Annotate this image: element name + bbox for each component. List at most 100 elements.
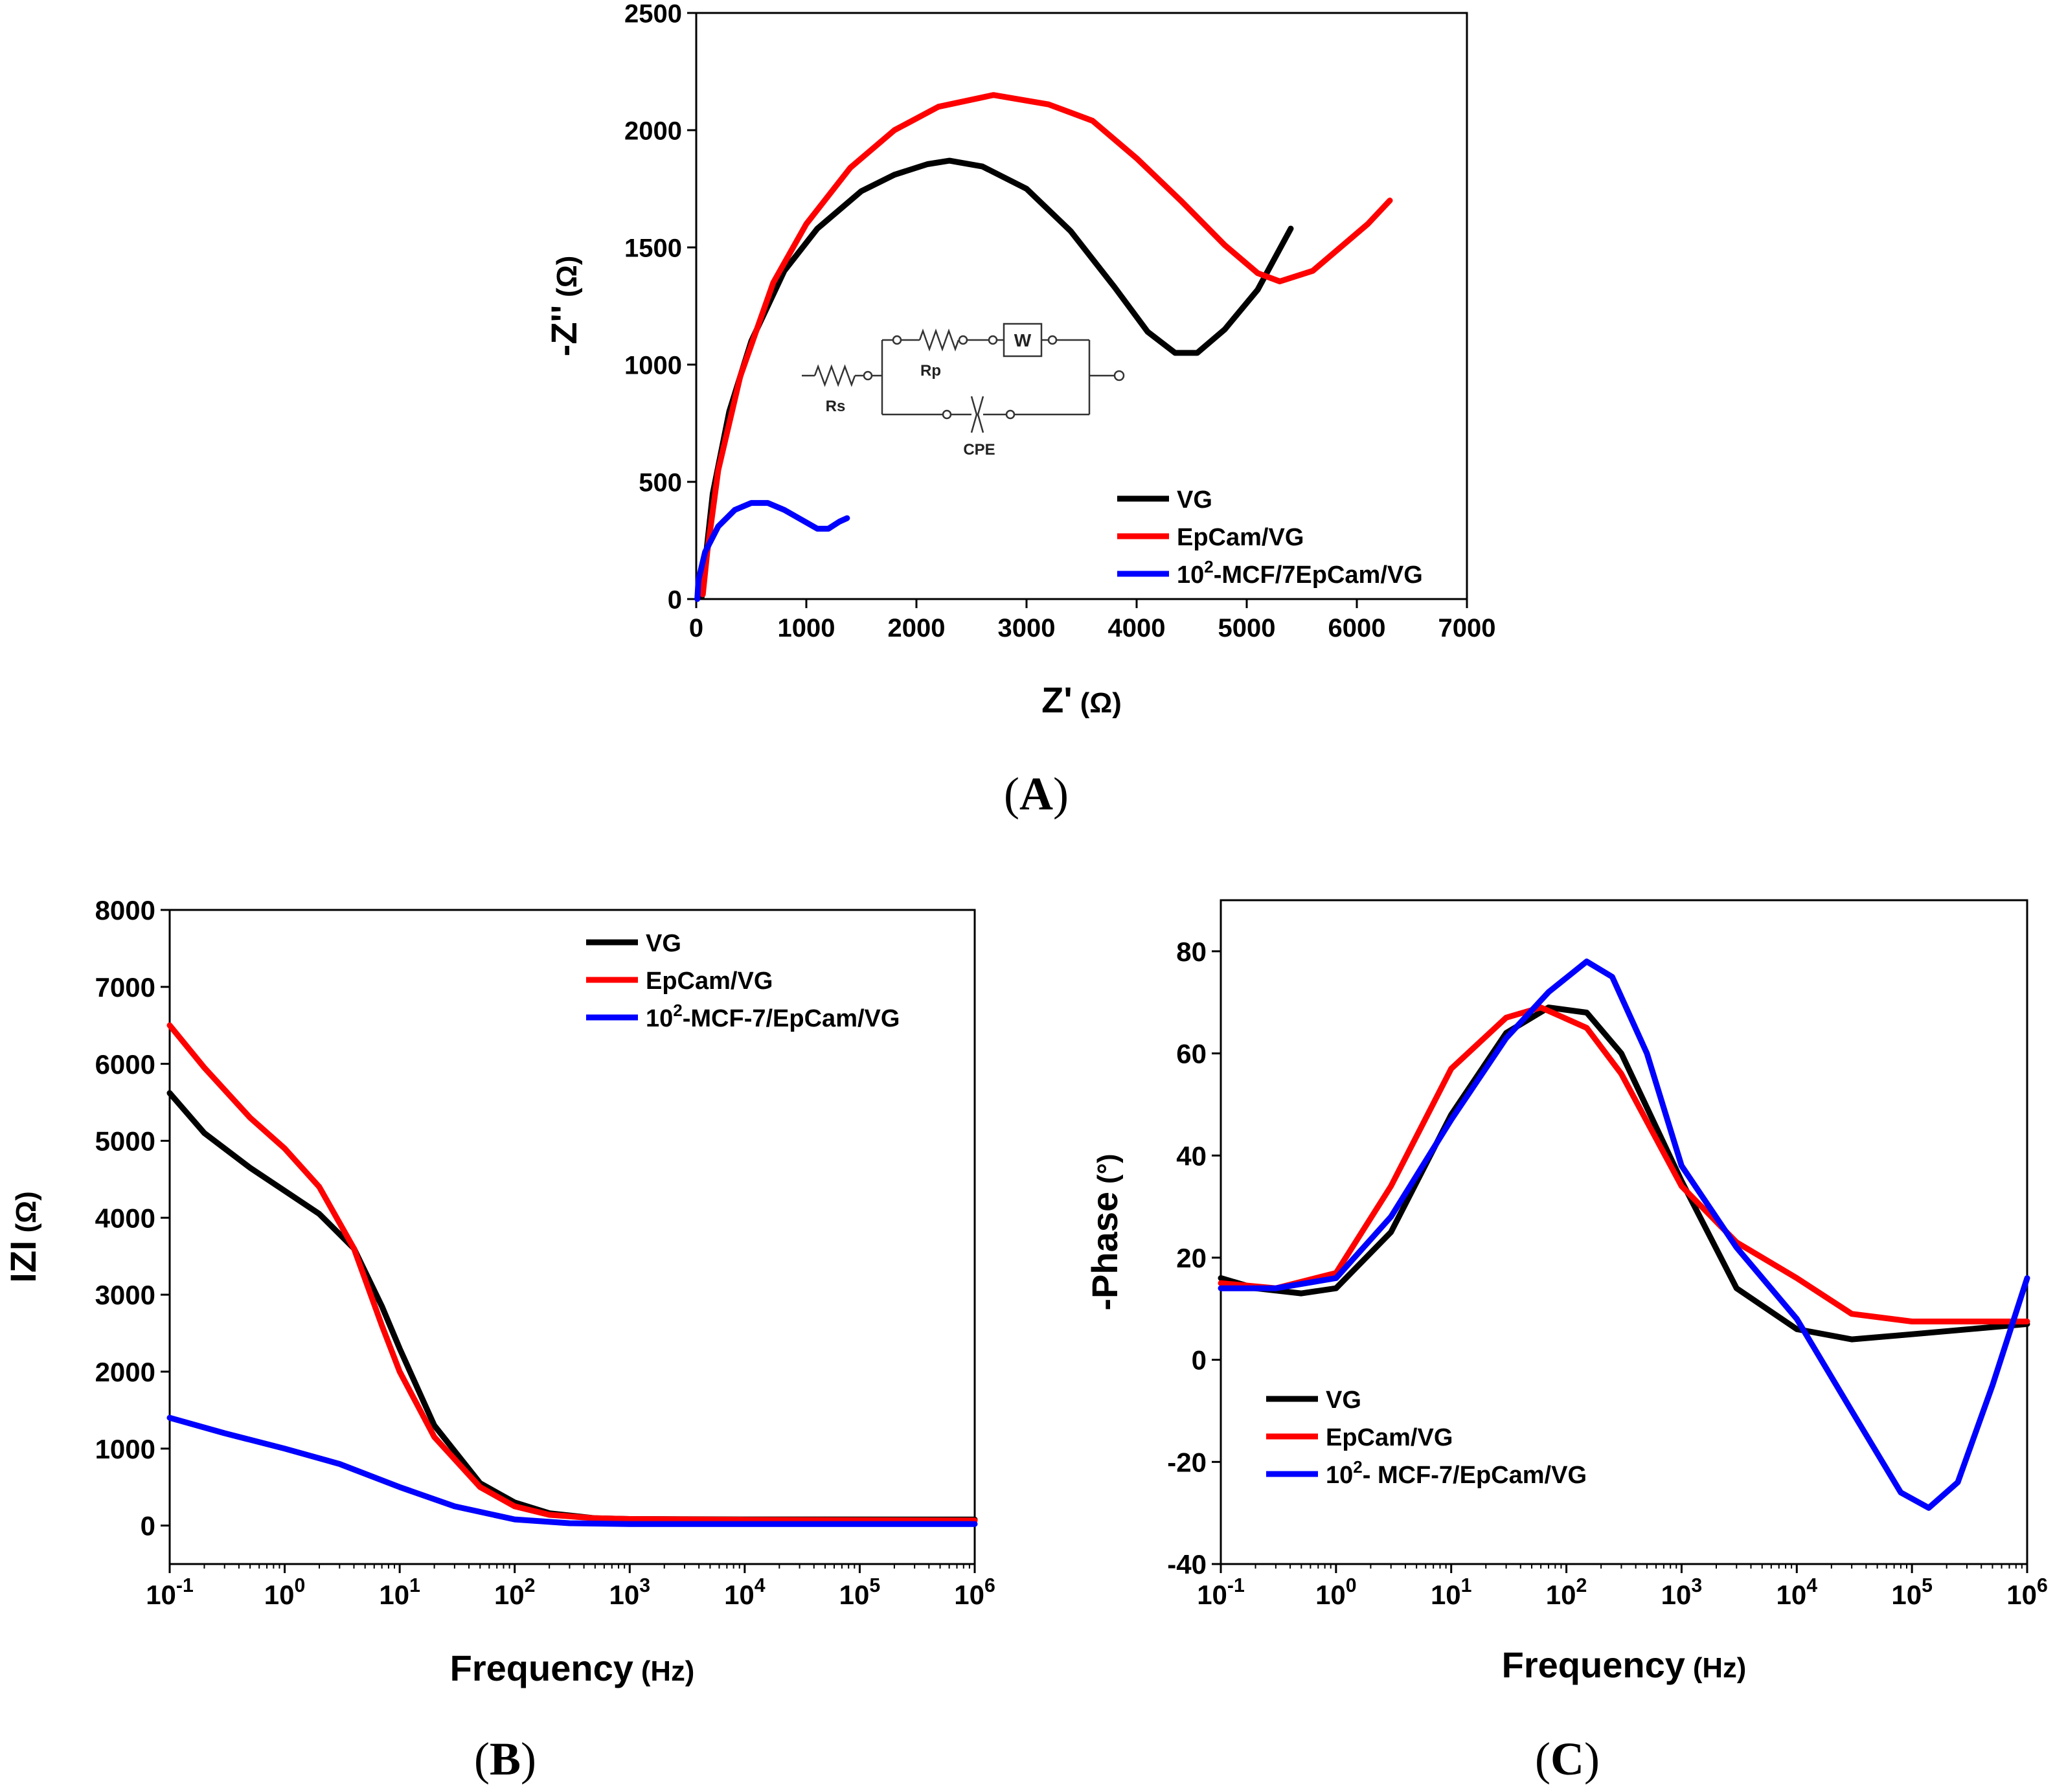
panel-b-series-1-line	[166, 1022, 978, 1524]
panel-b-ytick-label: 7000	[95, 972, 155, 1003]
panel-b-ytick-label: 3000	[95, 1280, 155, 1310]
panel-c-y-axis-title-main: -Phase	[1084, 1192, 1125, 1311]
panel-b-legend-label-2: 102-MCF-7/EpCam/VG	[646, 1001, 900, 1032]
panel-b-plot-frame	[168, 909, 976, 1565]
circuit-label-3: CPE	[963, 441, 995, 459]
circuit-label-1: Rp	[920, 362, 941, 380]
panel-b-y-axis-title-unit: (Ω)	[10, 1191, 42, 1232]
panel-b-legend-label-1: EpCam/VG	[646, 968, 773, 995]
panel-c-series-1-line	[1218, 1004, 2030, 1324]
panel-c-ytick-label: 0	[1192, 1345, 1207, 1376]
panel-b-x-axis-title-main: Frequency	[450, 1648, 633, 1688]
circuit-terminal	[1113, 370, 1125, 381]
panel-c-xtick-label: 100	[1315, 1575, 1357, 1610]
panel-c-xtick-label: 101	[1431, 1575, 1472, 1610]
circuit-node	[892, 335, 902, 345]
panel-c-legend-label-1: EpCam/VG	[1326, 1424, 1453, 1451]
panel-c-y-axis-title-unit: (°)	[1092, 1153, 1124, 1184]
resistor-rp-symbol	[918, 328, 960, 352]
panel-c-ytick-label: -40	[1167, 1549, 1207, 1580]
panel-c-ytick-label: 80	[1176, 936, 1207, 967]
panel-c-x-axis-title-main: Frequency	[1502, 1644, 1685, 1685]
panel-a-ytick-label: 500	[639, 468, 682, 497]
panel-b-xtick-label: 10-1	[146, 1575, 194, 1610]
resistor-rs-symbol	[813, 364, 856, 387]
panel-b-xtick-label: 105	[839, 1575, 881, 1610]
panel-b-ytick-label: 6000	[95, 1049, 155, 1080]
panel-b-ytick-label: 8000	[95, 895, 155, 925]
panel-c-xtick-label: 10-1	[1197, 1575, 1245, 1610]
panel-c-legend: VG EpCam/VG 102- MCF-7/EpCam/VG	[1266, 1387, 1587, 1489]
panel-b-y-axis-title: IZI (Ω)	[3, 1191, 43, 1282]
circuit-node	[958, 335, 968, 345]
panel-a-y-axis-title: -Z'' (Ω)	[543, 256, 584, 357]
panel-a-ytick-label: 0	[668, 585, 682, 614]
circuit-node	[988, 335, 998, 345]
panel-b-ytick-label: 1000	[95, 1434, 155, 1464]
circuit-label-0: Rs	[826, 398, 846, 415]
panel-a-xtick-label: 1000	[778, 614, 835, 642]
panel-b-xtick-label: 104	[724, 1575, 766, 1610]
panel-b-ytick-label: 0	[141, 1511, 155, 1541]
panel-a-ytick-label: 2000	[624, 117, 682, 145]
panel-b-legend: VG EpCam/VG 102-MCF-7/EpCam/VG	[586, 930, 900, 1032]
circuit-label-2: W	[1014, 330, 1032, 350]
panel-c-chart: -40 -20 0 20 40 60 80 10-1 100 101 102 103 104 105 106…	[1084, 899, 2048, 1685]
panel-c-xtick-label: 105	[1891, 1575, 1933, 1610]
panel-c-series-2-line	[1218, 958, 2030, 1511]
panel-a-x-axis-title-unit: (Ω)	[1080, 687, 1122, 719]
panel-a-ytick-label: 1000	[624, 351, 682, 380]
panel-a-legend-label-0: VG	[1177, 486, 1212, 514]
panel-b-y-axis-title-main: IZI	[3, 1240, 43, 1282]
panel-a-y-axis-title-main: -Z''	[543, 305, 584, 357]
panel-c-xtick-label: 104	[1777, 1575, 1818, 1610]
circuit-node	[1047, 335, 1058, 345]
cpe-symbol	[970, 396, 984, 433]
panel-c-ytick-label: 20	[1176, 1243, 1207, 1273]
panel-a-xtick-label: 0	[689, 614, 703, 642]
panel-c-ytick-label: 40	[1176, 1140, 1207, 1171]
panel-a-ytick-label: 2500	[624, 0, 682, 28]
panel-a-xtick-label: 7000	[1438, 614, 1496, 642]
panel-b-ytick-label: 4000	[95, 1203, 155, 1233]
panel-c-legend-label-0: VG	[1326, 1387, 1361, 1414]
panel-b-chart: 0 1000 2000 3000 4000 5000 6000 7000 8000 10-1 100…	[3, 895, 995, 1688]
panel-c-legend-label-2: 102- MCF-7/EpCam/VG	[1326, 1457, 1587, 1489]
panel-b-xtick-label: 100	[264, 1575, 306, 1610]
panel-a-legend: VG EpCam/VG 102-MCF/7EpCam/VG	[1117, 486, 1423, 589]
panel-b-xtick-label: 101	[379, 1575, 420, 1610]
equivalent-circuit-inset: Rs Rp W CPE	[802, 323, 1125, 459]
panel-b-ytick-label: 2000	[95, 1357, 155, 1387]
panel-c-plot-frame	[1220, 899, 2028, 1565]
panel-a-y-axis-title-unit: (Ω)	[551, 256, 583, 297]
panel-c-x-axis-title-unit: (Hz)	[1693, 1652, 1746, 1684]
panel-a-xtick-label: 5000	[1218, 614, 1276, 642]
circuit-node	[1005, 409, 1016, 420]
panel-c-y-axis-title: -Phase (°)	[1084, 1153, 1125, 1310]
panel-b-xtick-label: 106	[954, 1575, 995, 1610]
panel-c-series-0-line	[1218, 1004, 2030, 1343]
panel-c-x-axis-title: Frequency (Hz)	[1502, 1644, 1747, 1685]
panel-c-xtick-label: 106	[2006, 1575, 2048, 1610]
panel-a-x-axis-title-main: Z'	[1041, 679, 1073, 720]
panel-b-legend-label-0: VG	[646, 930, 681, 957]
panel-a-series-2-line	[694, 500, 850, 602]
panel-c-ytick-label: 60	[1176, 1039, 1207, 1069]
panel-a-plot-frame	[695, 12, 1468, 600]
circuit-node	[942, 409, 952, 420]
circuit-node	[863, 370, 873, 381]
panel-a-x-axis-title: Z' (Ω)	[1041, 679, 1122, 720]
panel-a-xtick-label: 3000	[998, 614, 1056, 642]
panel-a-xtick-label: 4000	[1108, 614, 1166, 642]
panel-b-x-axis-title: Frequency (Hz)	[450, 1648, 695, 1688]
panel-b-caption: (B)	[474, 1733, 536, 1785]
panel-a-legend-label-2: 102-MCF/7EpCam/VG	[1177, 557, 1423, 589]
panel-a-xtick-label: 2000	[888, 614, 946, 642]
panel-a-xtick-label: 6000	[1328, 614, 1386, 642]
panel-c-ytick-label: -20	[1167, 1447, 1207, 1477]
panel-c-xtick-label: 102	[1546, 1575, 1587, 1610]
panel-a-legend-label-1: EpCam/VG	[1177, 524, 1304, 551]
panel-a-chart: 0 500 1000 1500 2000 2500 0 1000 2000 3000 4000 500…	[543, 0, 1495, 720]
panel-b-ytick-label: 5000	[95, 1126, 155, 1157]
